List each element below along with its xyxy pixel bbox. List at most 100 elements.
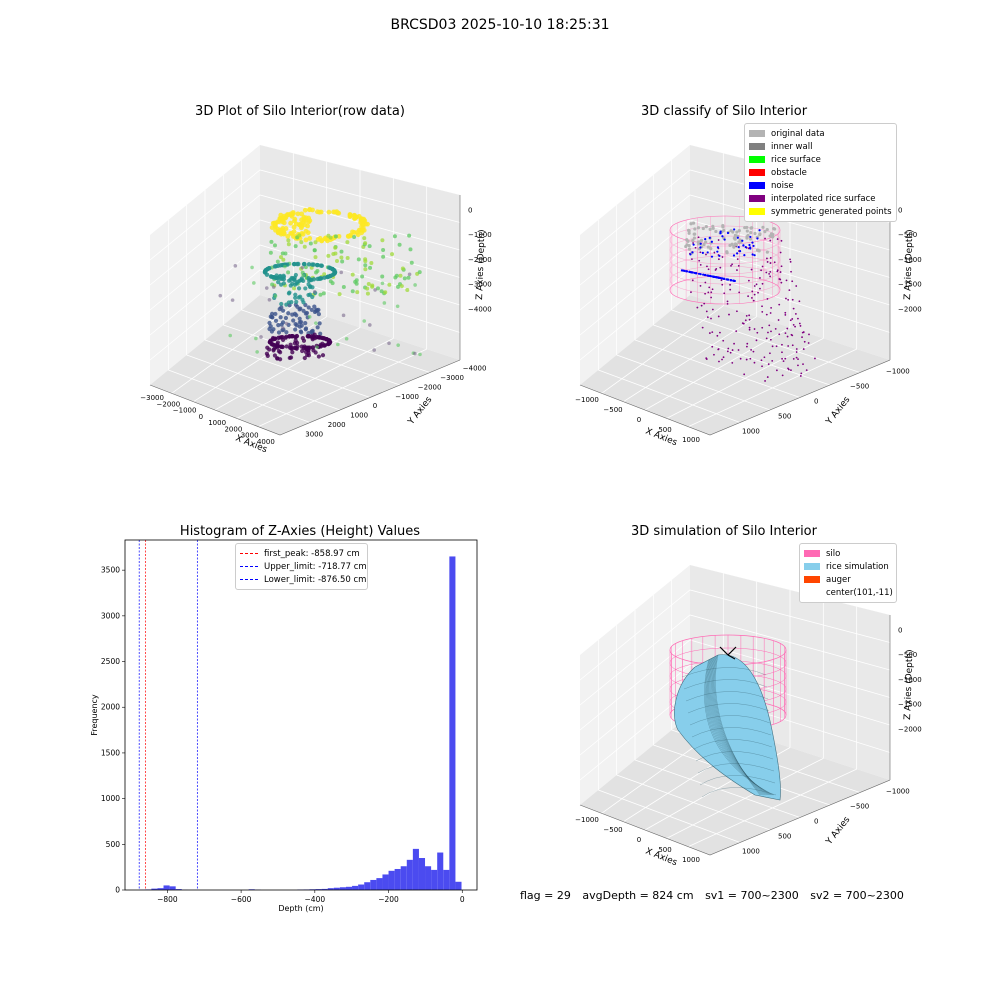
sv2-text: sv2 = 700~2300	[810, 889, 904, 902]
data-point	[290, 334, 295, 339]
data-point	[418, 352, 422, 357]
data-point	[330, 281, 335, 286]
x-tick-label: 0	[199, 413, 203, 421]
panel2-y-label: Y Axies	[824, 395, 853, 428]
data-point	[340, 259, 345, 264]
data-point	[296, 295, 301, 300]
interp-point	[803, 340, 806, 343]
interp-point	[746, 342, 749, 345]
original-point	[696, 226, 701, 230]
data-point	[301, 214, 307, 220]
panel2-z-label: Z Axies (Depth)	[903, 229, 915, 300]
data-point	[281, 281, 286, 286]
data-point	[280, 334, 285, 340]
z-tick-label: 0	[898, 206, 902, 214]
noise-point	[741, 239, 744, 242]
data-point	[337, 292, 342, 297]
data-point	[290, 312, 295, 317]
interp-point	[765, 313, 768, 316]
interp-point	[692, 242, 694, 244]
pane-floor	[580, 715, 890, 855]
data-point	[322, 275, 327, 280]
interp-point	[797, 358, 799, 361]
histogram-x-label: Depth (cm)	[278, 904, 323, 913]
z-tick-label: −500	[898, 651, 917, 659]
data-point	[368, 265, 373, 270]
data-point	[286, 238, 291, 243]
data-point	[266, 266, 272, 271]
noise-point	[702, 273, 705, 276]
data-point	[276, 280, 281, 285]
noise-point	[756, 237, 759, 240]
interp-point	[775, 345, 778, 348]
interp-point	[792, 358, 795, 360]
legend-upper-limit: Upper_limit: -718.77 cm	[240, 560, 367, 573]
data-point	[302, 355, 307, 361]
data-point	[360, 274, 365, 279]
legend-interp: interpolated rice surface	[749, 192, 892, 205]
interp-point	[791, 318, 794, 320]
interp-point	[760, 269, 763, 272]
data-point	[407, 233, 412, 238]
histogram-bar	[163, 885, 170, 890]
data-point	[276, 330, 282, 335]
interp-point	[764, 237, 766, 240]
interp-point	[779, 271, 782, 273]
data-point	[406, 275, 411, 280]
noise-point	[713, 275, 716, 278]
data-point	[272, 353, 278, 358]
original-point	[702, 243, 706, 247]
interp-point	[778, 278, 781, 280]
data-point	[380, 281, 385, 286]
interp-point	[769, 338, 772, 341]
legend-silo: silo	[804, 547, 892, 560]
data-point	[341, 285, 346, 290]
legend-auger: auger	[804, 573, 892, 586]
data-point	[312, 309, 318, 315]
interp-point	[787, 367, 789, 370]
rice-mesh-line	[685, 691, 769, 702]
data-point	[396, 343, 400, 347]
data-point	[301, 300, 306, 305]
rice-surface	[674, 654, 781, 801]
legend-upper-limit-label: Upper_limit: -718.77 cm	[264, 561, 367, 572]
data-point	[362, 236, 367, 241]
interp-point	[797, 317, 799, 320]
data-point	[307, 315, 312, 319]
panel3-title: Histogram of Z-Axies (Height) Values	[179, 524, 421, 539]
original-point	[730, 242, 734, 246]
noise-point	[704, 237, 707, 241]
data-point	[288, 220, 294, 226]
auger-mark	[727, 654, 736, 660]
original-point	[725, 250, 729, 254]
original-point	[734, 243, 738, 247]
interp-point	[713, 353, 715, 356]
data-point	[272, 243, 277, 248]
interp-point	[752, 299, 755, 302]
legend-lower-limit: Lower_limit: -876.50 cm	[240, 573, 366, 586]
interp-point	[781, 374, 784, 377]
data-point	[408, 247, 413, 252]
data-point	[305, 230, 311, 236]
x-tick-label: 1000	[682, 436, 700, 444]
original-point	[745, 229, 749, 233]
interp-point	[710, 317, 712, 320]
rice-mesh-line	[701, 787, 777, 798]
interp-point	[705, 358, 708, 360]
noise-point	[751, 241, 754, 244]
data-point	[294, 281, 299, 286]
data-point	[293, 327, 298, 332]
data-point	[339, 255, 344, 260]
data-point	[292, 286, 297, 291]
interp-point	[755, 339, 758, 342]
interp-point	[776, 238, 779, 240]
original-point	[771, 232, 775, 237]
data-point	[293, 292, 298, 297]
data-point	[296, 222, 302, 228]
x-tick-label: −500	[603, 826, 622, 834]
interp-point	[701, 326, 704, 329]
data-point	[400, 266, 405, 271]
noise-point	[708, 236, 711, 239]
original-point	[711, 224, 715, 228]
data-point	[302, 244, 307, 249]
